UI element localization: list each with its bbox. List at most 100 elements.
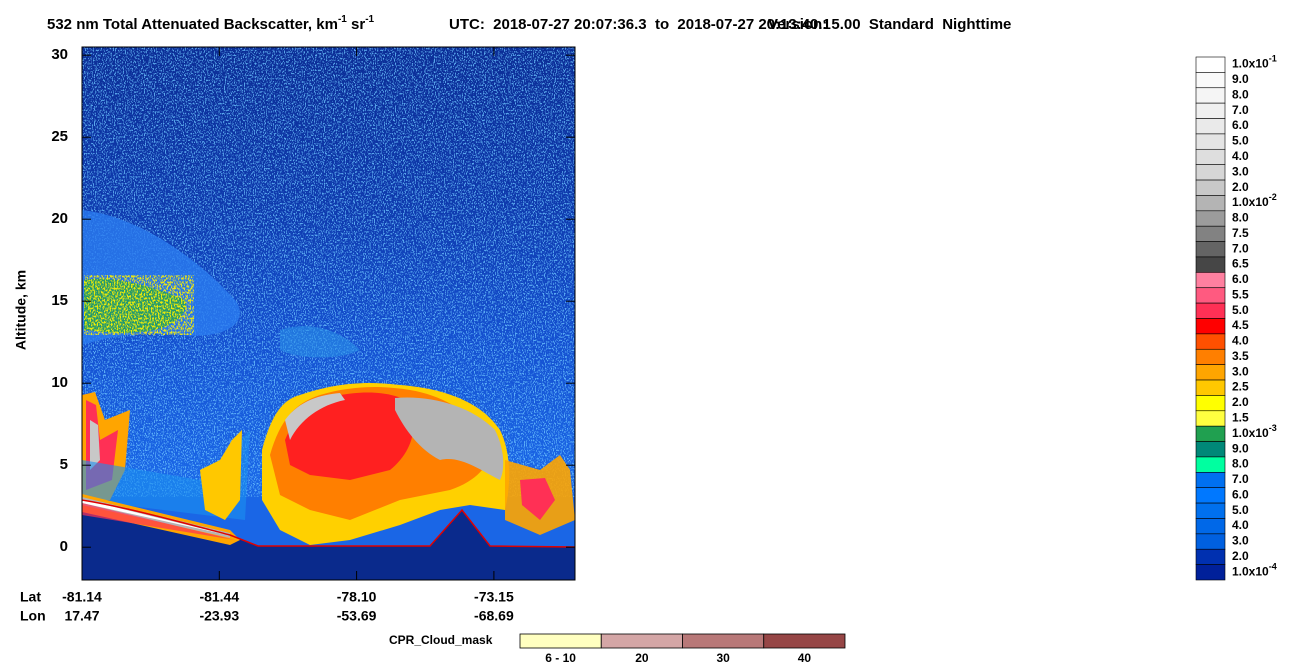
colorbar-label-text: 3.5 (1232, 349, 1249, 363)
colorbar-label-text: 3.0 (1232, 534, 1249, 548)
colorbar-label-text: 1.0x10 (1232, 426, 1269, 440)
colorbar-label-text: 3.0 (1232, 365, 1249, 379)
colorbar-label-text: 6.0 (1232, 272, 1249, 286)
colorbar-swatch (1195, 225, 1226, 242)
x-tick-label: -78.10 (337, 589, 377, 605)
cloud-mask-label: 30 (716, 651, 730, 665)
x-row-name: Lat (20, 589, 41, 605)
y-tick-label: 25 (51, 128, 68, 145)
colorbar-label-text: 1.0x10 (1232, 564, 1269, 578)
colorbar-label: 4.0 (1232, 518, 1249, 532)
y-tick-label: 15 (51, 292, 68, 309)
x-tick-label: -81.44 (199, 589, 239, 605)
colorbar-swatch (1195, 102, 1226, 119)
colorbar-label-text: 2.0 (1232, 549, 1249, 563)
y-tick-label: 30 (51, 46, 68, 63)
colorbar-swatch (1195, 456, 1226, 473)
colorbar-label: 7.5 (1232, 226, 1249, 240)
colorbar-label: 1.0x10-1 (1232, 54, 1277, 71)
colorbar-label: 3.0 (1232, 365, 1249, 379)
colorbar-label: 4.0 (1232, 334, 1249, 348)
colorbar-label-text: 2.0 (1232, 395, 1249, 409)
version: Version: 5.00 Standard Nighttime (768, 16, 1011, 33)
colorbar-label-text: 6.0 (1232, 118, 1249, 132)
colorbar-swatch (1195, 210, 1226, 227)
colorbar-swatch (1195, 410, 1226, 427)
colorbar-label: 3.0 (1232, 165, 1249, 179)
colorbar-label-text: 1.5 (1232, 411, 1249, 425)
colorbar-label: 2.5 (1232, 380, 1249, 394)
cloud-mask-label: 40 (798, 651, 812, 665)
colorbar-label-text: 8.0 (1232, 457, 1249, 471)
x-tick-label: -68.69 (474, 608, 514, 624)
x-tick-label: -81.14 (62, 589, 102, 605)
colorbar-label: 3.0 (1232, 534, 1249, 548)
colorbar-label: 7.0 (1232, 241, 1249, 255)
colorbar-label-text: 7.5 (1232, 226, 1249, 240)
colorbar-label-text: 7.0 (1232, 472, 1249, 486)
colorbar-swatch (1195, 348, 1226, 365)
colorbar-swatch (1195, 425, 1226, 442)
y-tick-label: 10 (51, 374, 68, 391)
colorbar-swatch (1195, 164, 1226, 181)
colorbar-swatch (1195, 472, 1226, 489)
colorbar-label: 8.0 (1232, 457, 1249, 471)
colorbar-swatch (1195, 302, 1226, 319)
colorbar-label-text: 2.0 (1232, 180, 1249, 194)
y-tick-label: 0 (60, 538, 68, 555)
y-tick-label: 5 (60, 456, 68, 473)
colorbar-swatch (1195, 548, 1226, 565)
colorbar-label: 5.0 (1232, 503, 1249, 517)
colorbar-label: 6.5 (1232, 257, 1249, 271)
colorbar-label: 7.0 (1232, 103, 1249, 117)
colorbar-label-text: 3.0 (1232, 165, 1249, 179)
colorbar-label-text: 4.0 (1232, 518, 1249, 532)
colorbar-label: 1.0x10-2 (1232, 193, 1277, 210)
colorbar-label: 6.0 (1232, 272, 1249, 286)
colorbar-swatch (1195, 441, 1226, 458)
colorbar-label: 8.0 (1232, 88, 1249, 102)
cloud-mask-label: 6 - 10 (545, 651, 576, 665)
colorbar-label: 7.0 (1232, 472, 1249, 486)
colorbar-label: 4.0 (1232, 149, 1249, 163)
colorbar-swatch (1195, 241, 1226, 258)
colorbar-label: 3.5 (1232, 349, 1249, 363)
colorbar-swatch (1195, 133, 1226, 150)
colorbar-swatch (1195, 333, 1226, 350)
x-tick-label: -53.69 (337, 608, 377, 624)
colorbar-label: 6.0 (1232, 488, 1249, 502)
colorbar-label: 6.0 (1232, 118, 1249, 132)
colorbar-label-text: 8.0 (1232, 211, 1249, 225)
colorbar-label-exponent: -1 (1269, 54, 1277, 64)
x-tick-label: 17.47 (64, 608, 99, 624)
colorbar-swatch (1195, 179, 1226, 196)
colorbar-label: 1.5 (1232, 411, 1249, 425)
title-text: 532 nm Total Attenuated Backscatter, km (47, 16, 338, 33)
colorbar-swatch (1195, 318, 1226, 335)
colorbar-swatch (1195, 487, 1226, 504)
chart-title: 532 nm Total Attenuated Backscatter, km-… (47, 14, 375, 33)
colorbar-swatch (1195, 518, 1226, 535)
colorbar-label-text: 5.0 (1232, 303, 1249, 317)
colorbar-label-text: 8.0 (1232, 88, 1249, 102)
colorbar-label-text: 9.0 (1232, 441, 1249, 455)
colorbar-swatch (1195, 287, 1226, 304)
colorbar-label-text: 5.5 (1232, 288, 1249, 302)
colorbar-label-text: 7.0 (1232, 103, 1249, 117)
plot-frame (81, 46, 576, 581)
colorbar-label-text: 1.0x10 (1232, 57, 1269, 71)
cloud-mask-title: CPR_Cloud_mask (389, 633, 493, 647)
cloud-mask-swatch (519, 633, 602, 649)
colorbar-swatch (1195, 56, 1226, 73)
colorbar-label-text: 7.0 (1232, 241, 1249, 255)
colorbar-label-exponent: -3 (1269, 423, 1277, 433)
colorbar-label: 8.0 (1232, 211, 1249, 225)
y-tick-label: 20 (51, 210, 68, 227)
colorbar-label-text: 4.5 (1232, 318, 1249, 332)
colorbar-swatch (1195, 272, 1226, 289)
colorbar-swatch (1195, 533, 1226, 550)
colorbar-swatch (1195, 256, 1226, 273)
backscatter-image (82, 47, 575, 580)
x-tick-label: -73.15 (474, 589, 514, 605)
colorbar-swatch (1195, 502, 1226, 519)
